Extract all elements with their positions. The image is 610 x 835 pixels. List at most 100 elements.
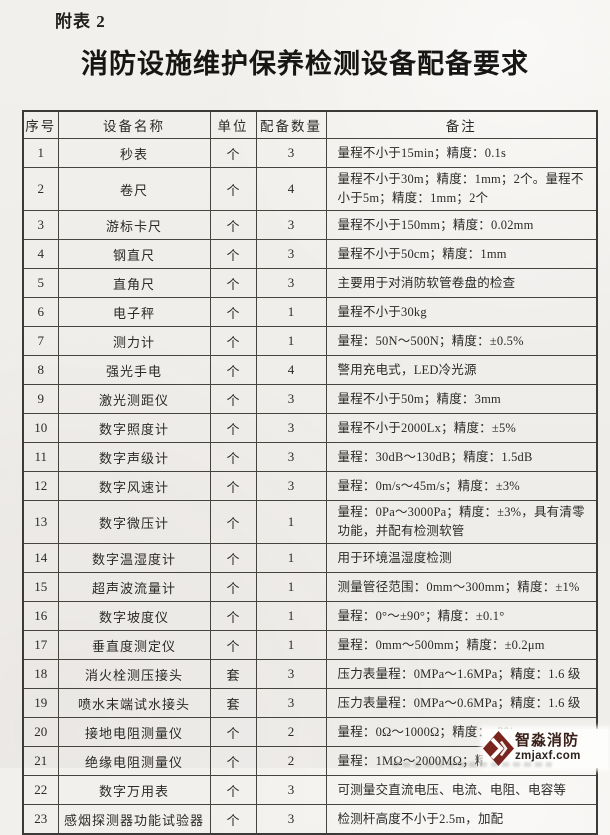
cell-no: 18 <box>22 659 59 689</box>
cell-no: 4 <box>22 239 59 269</box>
cell-unit: 个 <box>209 500 257 544</box>
cell-qty: 3 <box>255 804 327 835</box>
cell-unit: 个 <box>209 804 257 835</box>
cell-name: 绝缘电阻测量仪 <box>57 746 211 776</box>
cell-unit: 个 <box>209 471 257 501</box>
cell-unit: 套 <box>209 688 257 718</box>
table-row: 20 接地电阻测量仪个 2 量程：0Ω～1000Ω；精度：±2% <box>22 717 598 747</box>
cell-qty: 1 <box>255 500 327 544</box>
cell-unit: 个 <box>209 572 257 602</box>
table-header-row: 序号 设备名称 单位 配备数量 备注 <box>22 110 598 139</box>
cell-qty: 3 <box>255 384 327 414</box>
cell-no: 16 <box>22 601 59 631</box>
header-unit: 单位 <box>209 110 257 139</box>
cell-note: 可测量交直流电压、电流、电阻、电容等 <box>325 775 598 805</box>
table-row: 16 数字坡度仪个 1 量程：0°～±90°；精度：±0.1° <box>22 601 598 631</box>
cell-note: 量程：30dB～130dB；精度：1.5dB <box>325 442 598 472</box>
cell-name: 数字照度计 <box>57 413 211 443</box>
cell-name: 数字万用表 <box>57 775 211 805</box>
table-row: 18 消火栓测压接头套 3 压力表量程：0MPa～1.6MPa；精度：1.6 级 <box>22 659 598 689</box>
table-row: 2 卷尺个 4 量程不小于30m；精度：1mm；2个。量程不小于5m；精度：1mm；2… <box>22 167 598 211</box>
watermark-url: zmjaxf.com <box>515 750 581 763</box>
cell-unit: 个 <box>209 775 257 805</box>
cell-no: 9 <box>22 384 59 414</box>
cell-note: 量程不小于30m；精度：1mm；2个。量程不小于5m；精度：1mm；2个 <box>325 167 598 211</box>
cell-unit: 个 <box>209 297 257 327</box>
table-row: 13 数字微压计个 1 量程：0Pa～3000Pa；精度：±3%，具有清零功能，并配有… <box>22 500 598 544</box>
cell-no: 11 <box>22 442 59 472</box>
cell-no: 5 <box>22 268 59 298</box>
cell-no: 10 <box>22 413 59 443</box>
cell-unit: 个 <box>209 746 257 776</box>
cell-unit: 个 <box>209 601 257 631</box>
table-row: 11 数字声级计个 3 量程：30dB～130dB；精度：1.5dB <box>22 442 598 472</box>
cell-unit: 个 <box>209 138 257 168</box>
cell-note: 量程不小于150mm；精度：0.02mm <box>325 210 598 240</box>
cell-qty: 3 <box>255 268 327 298</box>
table-row: 12 数字风速计个 3 量程：0m/s～45m/s；精度：±3% <box>22 471 598 501</box>
cell-note: 警用充电式，LED冷光源 <box>325 355 598 385</box>
table-row: 9 激光测距仪个 3 量程不小于50m；精度：3mm <box>22 384 598 414</box>
cell-unit: 个 <box>209 239 257 269</box>
table-row: 14 数字温湿度计个 1 用于环境温湿度检测 <box>22 543 598 573</box>
cell-note: 量程：50N～500N；精度：±0.5% <box>325 326 598 356</box>
cell-qty: 3 <box>255 239 327 269</box>
cell-note: 量程不小于30kg <box>325 297 598 327</box>
cell-no: 14 <box>22 543 59 573</box>
table-row: 8 强光手电个 4 警用充电式，LED冷光源 <box>22 355 598 385</box>
cell-name: 消火栓测压接头 <box>57 659 211 689</box>
cell-name: 强光手电 <box>57 355 211 385</box>
cell-qty: 3 <box>255 659 327 689</box>
cell-no: 23 <box>22 804 59 835</box>
cell-unit: 个 <box>209 268 257 298</box>
cell-qty: 3 <box>255 210 327 240</box>
equipment-table-body: 1 秒表个 3 量程不小于15min；精度：0.1s 2 卷尺个 4 量程不小于30m；精度：… <box>22 138 598 835</box>
cell-unit: 个 <box>209 442 257 472</box>
cell-qty: 1 <box>255 630 327 660</box>
cell-note: 量程不小于50m；精度：3mm <box>325 384 598 414</box>
watermark-brand: 智淼消防 <box>515 733 580 750</box>
cell-note: 量程：0°～±90°；精度：±0.1° <box>325 601 598 631</box>
faint-footer-smudge <box>392 762 552 767</box>
table-row: 17 垂直度测定仪个 1 量程：0mm～500mm；精度：±0.2μm <box>22 630 598 660</box>
header-equipment-name: 设备名称 <box>57 110 211 139</box>
cell-name: 喷水末端试水接头 <box>57 688 211 718</box>
cell-qty: 3 <box>255 138 327 168</box>
cell-no: 19 <box>22 688 59 718</box>
page-title: 消防设施维护保养检测设备配备要求 <box>81 49 529 79</box>
cell-name: 卷尺 <box>57 167 211 211</box>
cell-qty: 3 <box>255 442 327 472</box>
header-quantity: 配备数量 <box>255 110 327 139</box>
cell-no: 1 <box>22 138 59 168</box>
cell-no: 6 <box>22 297 59 327</box>
cell-note: 量程不小于2000Lx；精度：±5% <box>325 413 598 443</box>
cell-unit: 个 <box>209 543 257 573</box>
cell-no: 22 <box>22 775 59 805</box>
watermark-text: 智淼消防 zmjaxf.com <box>515 734 581 763</box>
cell-note: 检测杆高度不小于2.5m，加配 <box>325 804 598 835</box>
cell-note: 量程不小于15min；精度：0.1s <box>325 138 598 168</box>
cell-name: 超声波流量计 <box>57 572 211 602</box>
cell-qty: 1 <box>255 543 327 573</box>
cell-note: 用于环境温湿度检测 <box>325 543 598 573</box>
cell-unit: 个 <box>209 355 257 385</box>
cell-qty: 2 <box>255 746 327 776</box>
cell-name: 激光测距仪 <box>57 384 211 414</box>
cell-unit: 套 <box>209 659 257 689</box>
cell-name: 垂直度测定仪 <box>57 630 211 660</box>
table-row: 4 钢直尺个 3 量程不小于50cm；精度：1mm <box>22 239 598 269</box>
cell-no: 15 <box>22 572 59 602</box>
cell-name: 游标卡尺 <box>57 210 211 240</box>
cell-name: 数字坡度仪 <box>57 601 211 631</box>
cell-note: 压力表量程：0MPa～1.6MPa；精度：1.6 级 <box>325 659 598 689</box>
cell-unit: 个 <box>209 384 257 414</box>
cell-unit: 个 <box>209 413 257 443</box>
cell-unit: 个 <box>209 210 257 240</box>
cell-name: 数字微压计 <box>57 500 211 544</box>
cell-note: 量程：0mm～500mm；精度：±0.2μm <box>325 630 598 660</box>
cell-name: 数字声级计 <box>57 442 211 472</box>
cell-qty: 1 <box>255 297 327 327</box>
cell-qty: 3 <box>255 413 327 443</box>
watermark-diamond-icon <box>483 731 514 766</box>
cell-no: 3 <box>22 210 59 240</box>
